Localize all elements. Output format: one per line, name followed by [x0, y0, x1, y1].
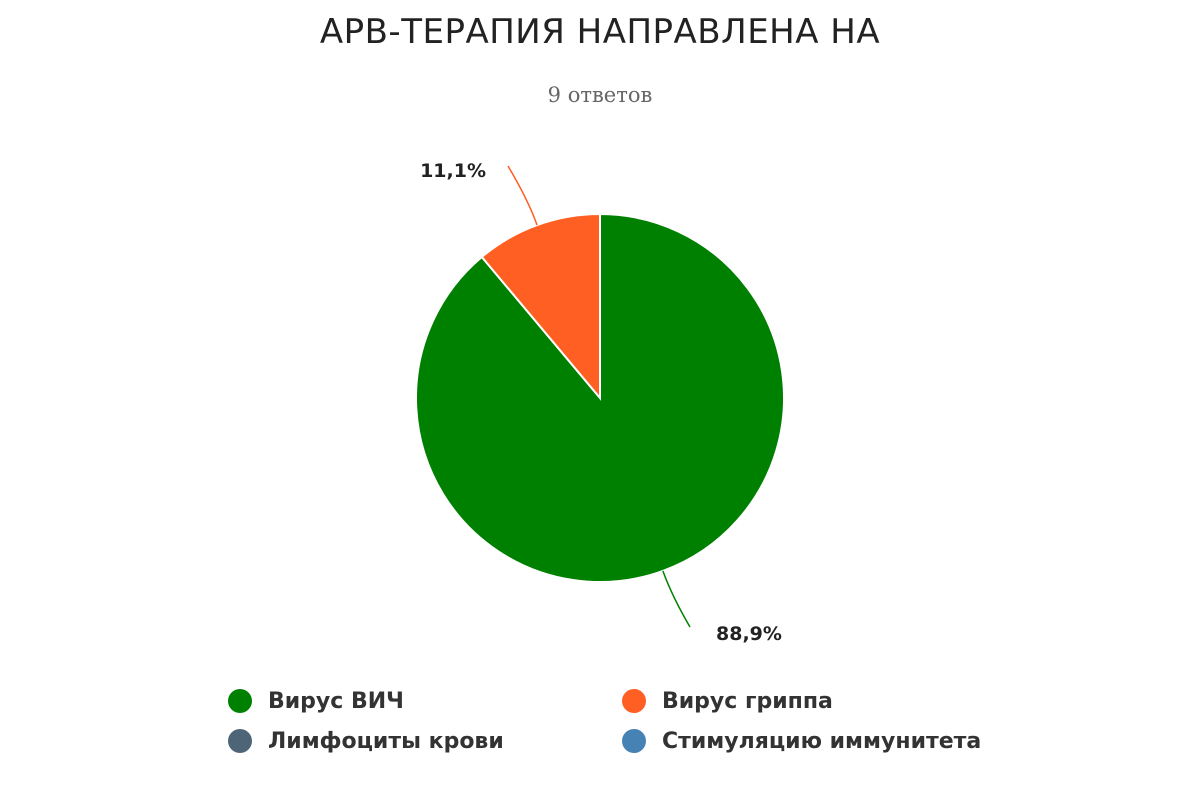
legend-item-hiv[interactable]: Вирус ВИЧ — [228, 684, 622, 718]
pie-data-label-0: 88,9% — [716, 623, 782, 645]
chart-title: АРВ-ТЕРАПИЯ НАПРАВЛЕНА НА — [319, 12, 881, 52]
pie-labels: 88,9% 11,1% — [420, 160, 782, 645]
pie-slices — [415, 212, 785, 583]
legend-marker-hiv — [228, 689, 252, 713]
legend-marker-immunity — [622, 729, 646, 753]
chart-subtitle: 9 ответов — [547, 83, 653, 107]
legend-marker-flu — [622, 689, 646, 713]
pie-leader-line-0 — [662, 570, 691, 628]
pie-data-label-1: 11,1% — [420, 160, 486, 182]
legend-item-immunity[interactable]: Стимуляцию иммунитета — [622, 724, 1022, 758]
pie-slice-1[interactable] — [480, 212, 601, 401]
legend: Вирус ВИЧ Вирус гриппа Лимфоциты крови С… — [228, 684, 1028, 758]
legend-label-flu: Вирус гриппа — [662, 688, 833, 714]
legend-marker-lymphocytes — [228, 729, 252, 753]
legend-label-hiv: Вирус ВИЧ — [268, 688, 404, 714]
pie-leader-line-1 — [507, 165, 538, 226]
legend-item-flu[interactable]: Вирус гриппа — [622, 684, 1022, 718]
legend-label-lymphocytes: Лимфоциты крови — [268, 728, 504, 754]
legend-item-lymphocytes[interactable]: Лимфоциты крови — [228, 724, 622, 758]
legend-label-immunity: Стимуляцию иммунитета — [662, 728, 982, 754]
